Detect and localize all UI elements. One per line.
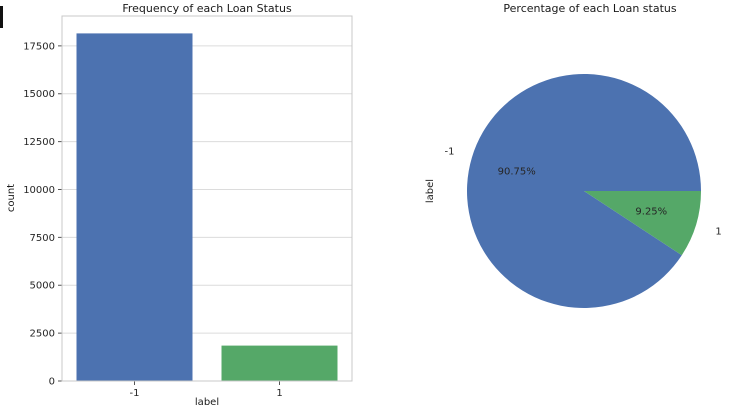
bar-chart-canvas: Frequency of each Loan Status label coun… [6, 2, 353, 408]
pie-slice--1 [467, 74, 701, 309]
x-tick-label: 1 [276, 388, 282, 399]
y-tick-label: 12500 [23, 137, 55, 148]
bar-yaxis-label: count [6, 184, 17, 212]
pie-percent-label: 90.75% [498, 166, 536, 177]
pie-chart-title: Percentage of each Loan status [503, 2, 676, 15]
pie-wedge-label: -1 [445, 146, 455, 157]
pie-slice-1 [584, 191, 701, 256]
pie-wedge-label: 1 [715, 227, 721, 238]
bar--1 [76, 33, 193, 382]
bar-xaxis-label: label [195, 397, 219, 408]
y-tick-label: 17500 [23, 41, 55, 52]
y-tick-label: 7500 [30, 233, 55, 244]
y-tick-label: 10000 [23, 185, 55, 196]
bar-1 [221, 345, 338, 381]
x-tick-label: -1 [130, 388, 140, 399]
y-tick-label: 2500 [30, 329, 55, 340]
y-tick-label: 5000 [30, 281, 55, 292]
y-tick-label: 0 [49, 377, 55, 388]
pie-yaxis-label: label [425, 179, 436, 203]
bar-chart-title: Frequency of each Loan Status [122, 2, 292, 15]
notebook-cell-edge [0, 6, 3, 28]
axes-border [61, 15, 353, 382]
pie-chart-canvas: Percentage of each Loan status label -1 9… [425, 2, 722, 309]
pie-percent-label: 9.25% [635, 207, 667, 218]
y-tick-label: 15000 [23, 89, 55, 100]
